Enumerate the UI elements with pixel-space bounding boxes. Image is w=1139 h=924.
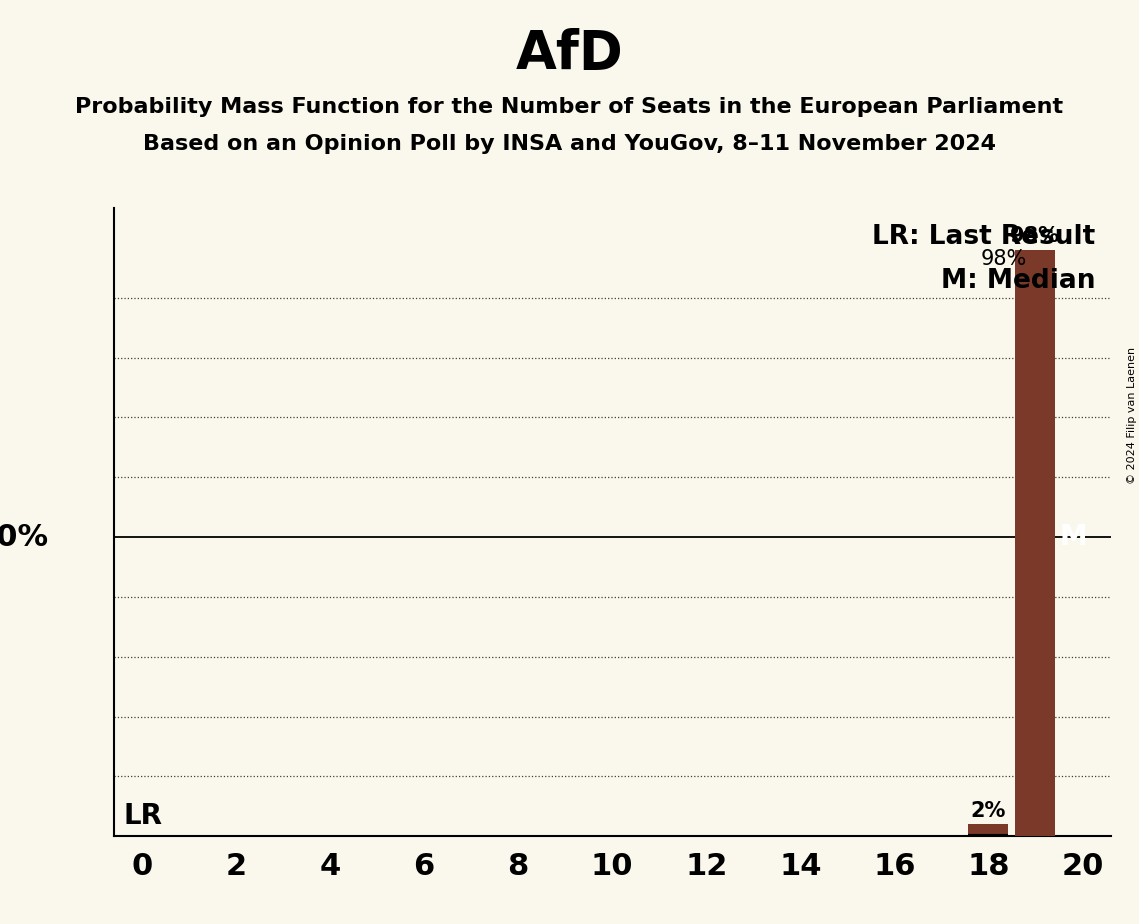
Text: 98%: 98% [1010, 226, 1060, 246]
Text: AfD: AfD [516, 28, 623, 79]
Text: 98%: 98% [981, 249, 1027, 269]
Text: 2%: 2% [970, 801, 1006, 821]
Text: M: Median: M: Median [941, 268, 1096, 294]
Text: LR: LR [124, 802, 163, 830]
Text: LR: Last Result: LR: Last Result [872, 224, 1096, 249]
Text: 50%: 50% [0, 522, 49, 552]
Text: Based on an Opinion Poll by INSA and YouGov, 8–11 November 2024: Based on an Opinion Poll by INSA and You… [144, 134, 995, 154]
Bar [1015, 249, 1056, 836]
Bar [968, 824, 1008, 836]
Text: M: M [1059, 523, 1088, 551]
Text: Probability Mass Function for the Number of Seats in the European Parliament: Probability Mass Function for the Number… [75, 97, 1064, 117]
Text: © 2024 Filip van Laenen: © 2024 Filip van Laenen [1126, 347, 1137, 484]
